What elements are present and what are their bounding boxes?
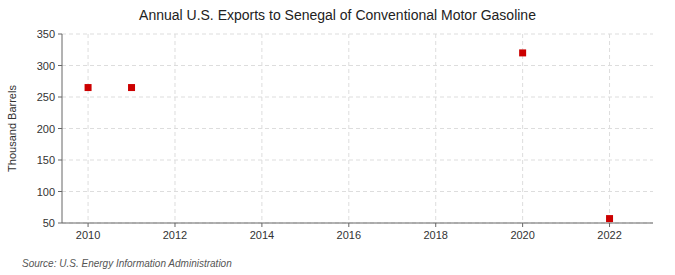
x-tick <box>88 223 89 227</box>
chart-svg: 2010 2012 2014 2016 2018 2020 2022 50 100 150 200 2… <box>0 0 675 275</box>
x-grid-line <box>348 34 349 223</box>
y-grid-line <box>62 34 653 35</box>
y-grid-line <box>62 128 653 129</box>
x-tick-label: 2012 <box>163 229 187 241</box>
point <box>519 49 526 56</box>
y-grid-line <box>62 97 653 98</box>
y-tick-label: 200 <box>37 123 55 135</box>
x-grid-line <box>261 34 262 223</box>
point <box>85 84 92 91</box>
x-tick-label: 2010 <box>76 229 100 241</box>
x-tick <box>522 223 523 227</box>
x-tick-label: 2022 <box>597 229 621 241</box>
x-tick-label: 2016 <box>337 229 361 241</box>
grid <box>62 34 653 223</box>
y-tick <box>58 34 62 35</box>
y-tick <box>58 160 62 161</box>
y-tick-label: 150 <box>37 154 55 166</box>
x-tick <box>261 223 262 227</box>
y-tick <box>58 97 62 98</box>
x-axis-line <box>62 223 653 224</box>
point <box>606 215 613 222</box>
y-tick-label: 250 <box>37 91 55 103</box>
y-axis-label: Thousand Barrels <box>6 85 18 172</box>
x-grid-line <box>522 34 523 223</box>
background <box>0 0 675 275</box>
x-grid-line <box>88 34 89 223</box>
x-tick <box>174 223 175 227</box>
y-tick-label: 300 <box>37 60 55 72</box>
x-tick-label: 2014 <box>250 229 274 241</box>
y-tick <box>58 128 62 129</box>
y-tick <box>58 223 62 224</box>
x-grid-line <box>435 34 436 223</box>
points <box>85 49 613 222</box>
y-tick <box>58 65 62 66</box>
y-grid-line <box>62 160 653 161</box>
title: Annual U.S. Exports to Senegal of Conven… <box>139 7 536 23</box>
x-tick-label: 2020 <box>510 229 534 241</box>
y-ticks: 50 100 150 200 250 300 350 <box>37 28 62 229</box>
x-grid-line <box>609 34 610 223</box>
y-tick <box>58 191 62 192</box>
y-grid-line <box>62 223 653 224</box>
x-tick <box>348 223 349 227</box>
y-grid-line <box>62 65 653 66</box>
source-note: Source: U.S. Energy Information Administ… <box>22 258 232 269</box>
point <box>128 84 135 91</box>
x-tick <box>609 223 610 227</box>
y-tick-label: 100 <box>37 186 55 198</box>
x-grid-line <box>174 34 175 223</box>
y-grid-line <box>62 191 653 192</box>
y-tick-label: 50 <box>43 217 55 229</box>
x-ticks: 2010 2012 2014 2016 2018 2020 2022 <box>76 223 622 241</box>
x-tick <box>435 223 436 227</box>
y-tick-label: 350 <box>37 28 55 40</box>
x-tick-label: 2018 <box>423 229 447 241</box>
chart-container: 2010 2012 2014 2016 2018 2020 2022 50 100 150 200 2… <box>0 0 675 275</box>
